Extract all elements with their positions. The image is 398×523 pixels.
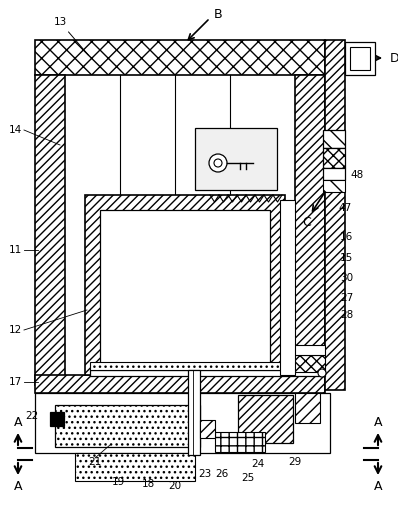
Bar xyxy=(35,393,330,453)
Text: 30: 30 xyxy=(340,273,353,283)
Bar xyxy=(323,180,345,192)
Text: A: A xyxy=(374,415,382,428)
Bar xyxy=(350,47,370,70)
Text: 48: 48 xyxy=(350,170,363,180)
Bar xyxy=(50,412,64,426)
Bar xyxy=(325,40,345,390)
Text: 21: 21 xyxy=(88,457,101,467)
Text: 16: 16 xyxy=(340,232,353,242)
Text: A: A xyxy=(374,481,382,494)
Text: B: B xyxy=(214,7,222,20)
Text: 15: 15 xyxy=(340,253,353,263)
Bar xyxy=(195,128,277,190)
Text: 22: 22 xyxy=(25,411,38,421)
Text: 23: 23 xyxy=(198,469,212,479)
Bar xyxy=(100,210,270,365)
Bar xyxy=(65,75,295,205)
Circle shape xyxy=(214,159,222,167)
Bar xyxy=(215,432,265,452)
Bar xyxy=(188,370,200,455)
Bar xyxy=(323,168,345,180)
Text: 26: 26 xyxy=(215,469,228,479)
Text: C: C xyxy=(302,215,311,229)
Text: 13: 13 xyxy=(53,17,88,55)
Circle shape xyxy=(318,369,326,377)
Bar xyxy=(290,345,325,355)
Text: 17: 17 xyxy=(9,377,22,387)
Bar xyxy=(290,355,325,372)
Bar xyxy=(345,42,375,75)
Bar xyxy=(35,40,325,75)
Text: A: A xyxy=(14,481,22,494)
Text: 11: 11 xyxy=(9,245,22,255)
Text: 14: 14 xyxy=(9,125,22,135)
Bar xyxy=(35,375,325,393)
Bar xyxy=(55,405,200,447)
Text: 25: 25 xyxy=(241,473,255,483)
Text: A: A xyxy=(14,415,22,428)
Bar xyxy=(295,393,320,423)
Text: 19: 19 xyxy=(111,477,125,487)
Text: D: D xyxy=(390,51,398,64)
Text: 28: 28 xyxy=(340,310,353,320)
Bar xyxy=(35,75,65,385)
Bar xyxy=(323,130,345,148)
Text: 18: 18 xyxy=(141,479,155,489)
Text: 29: 29 xyxy=(289,457,302,467)
Circle shape xyxy=(209,154,227,172)
Text: 20: 20 xyxy=(168,481,181,491)
Bar xyxy=(200,420,215,438)
Text: 24: 24 xyxy=(252,459,265,469)
Bar xyxy=(323,148,345,168)
Bar xyxy=(85,195,285,375)
Text: 12: 12 xyxy=(9,325,22,335)
Bar xyxy=(90,362,320,370)
Bar xyxy=(280,200,295,375)
Bar xyxy=(90,370,325,376)
Bar xyxy=(238,395,293,443)
Bar xyxy=(295,75,325,385)
Text: 27: 27 xyxy=(340,293,353,303)
Text: 47: 47 xyxy=(338,203,351,213)
Bar xyxy=(75,453,195,481)
